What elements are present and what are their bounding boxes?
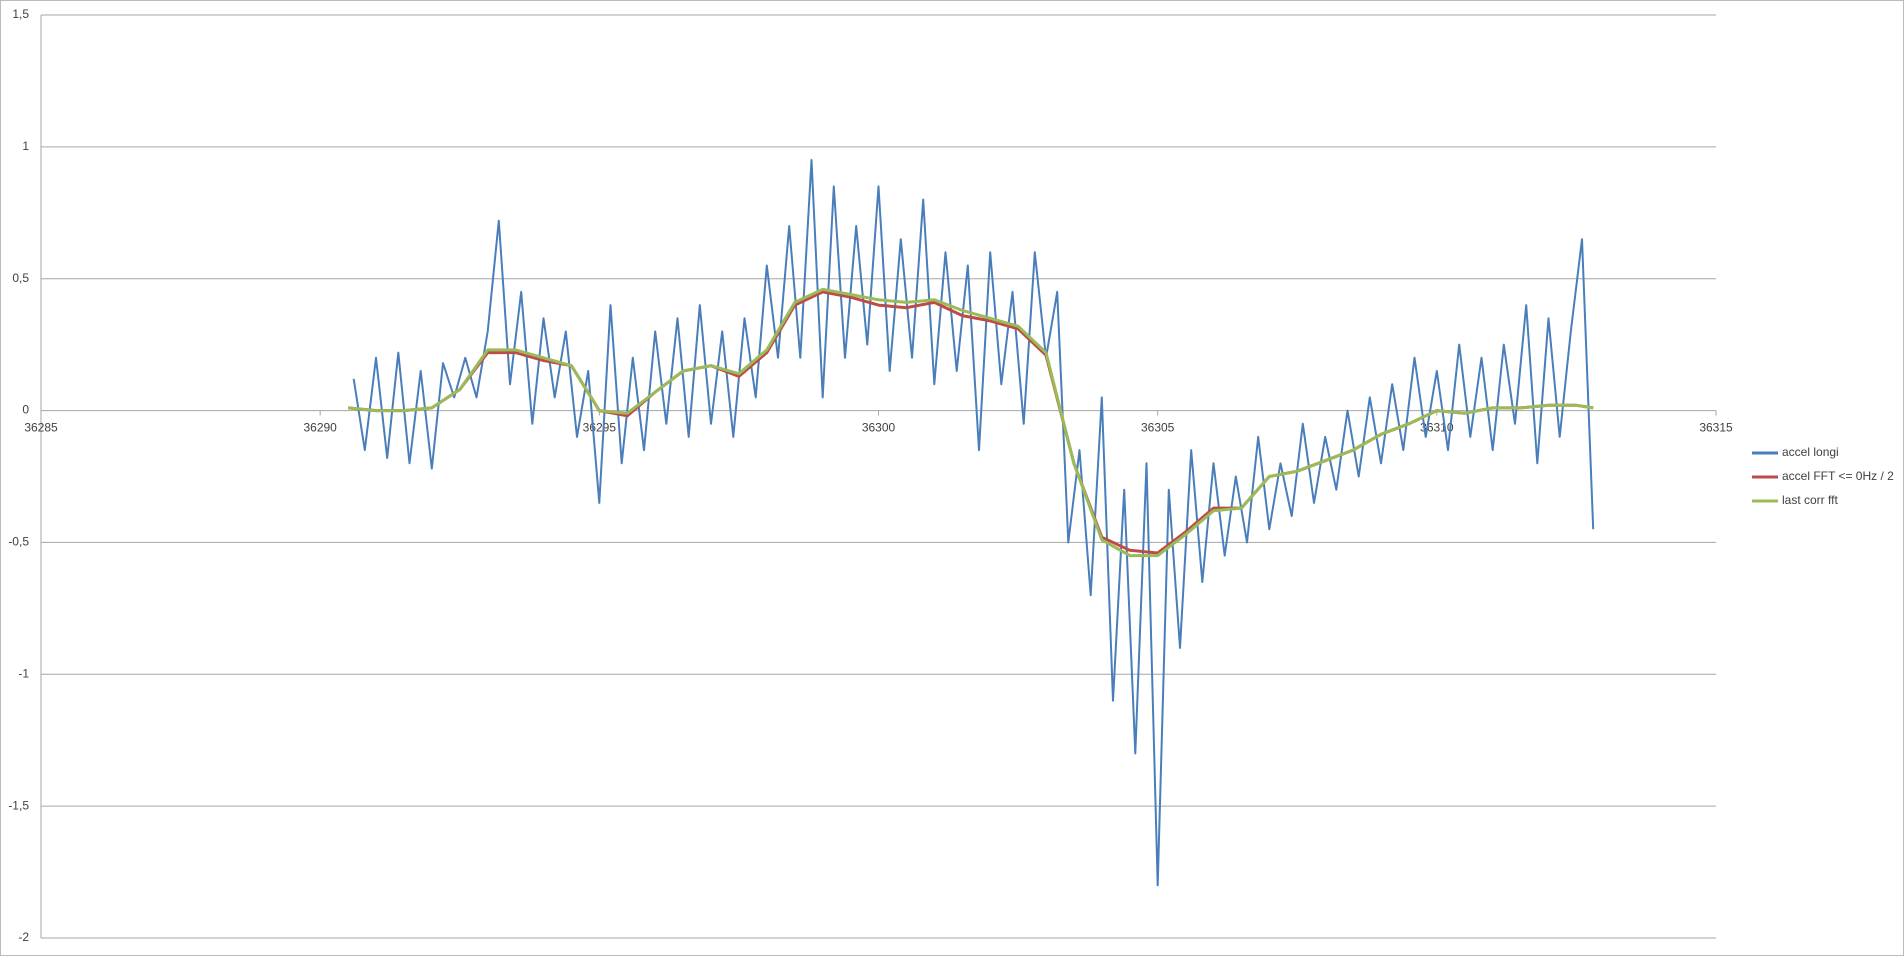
x-tick-label: 36285 (24, 421, 58, 435)
y-tick-label: 0,5 (12, 271, 29, 285)
y-tick-label: -1 (18, 666, 29, 680)
legend-label: last corr fft (1782, 493, 1838, 507)
x-tick-label: 36315 (1699, 421, 1733, 435)
x-tick-label: 36300 (862, 421, 896, 435)
y-tick-label: 1,5 (12, 7, 29, 21)
y-tick-label: -1,5 (8, 798, 29, 812)
x-tick-label: 36290 (303, 421, 337, 435)
x-tick-label: 36295 (583, 421, 617, 435)
y-tick-label: -2 (18, 930, 29, 944)
legend-label: accel FFT <= 0Hz / 2 (1782, 469, 1894, 483)
y-tick-label: -0,5 (8, 535, 29, 549)
y-tick-label: 1 (22, 139, 29, 153)
y-tick-label: 0 (22, 403, 29, 417)
x-tick-label: 36305 (1141, 421, 1175, 435)
legend-label: accel longi (1782, 445, 1839, 459)
series-line (347, 287, 1594, 558)
